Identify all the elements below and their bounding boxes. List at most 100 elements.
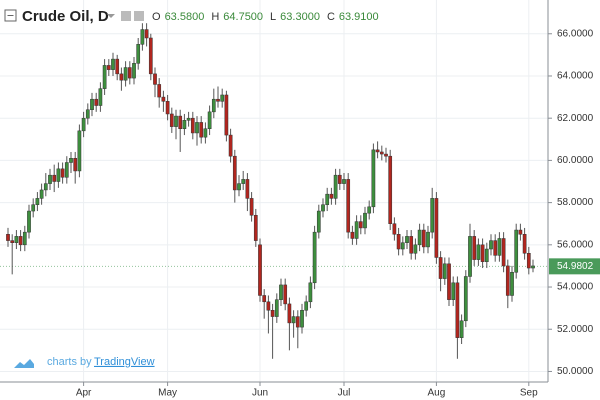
candle-body — [153, 73, 157, 85]
candle-body — [283, 284, 288, 305]
candle-body — [459, 320, 464, 338]
candle-body — [224, 94, 229, 136]
candle-body — [514, 229, 519, 273]
candle-body — [22, 231, 27, 246]
candle-body — [434, 198, 439, 258]
candle-body — [413, 244, 418, 254]
candle-body — [216, 98, 220, 102]
candle-body — [207, 111, 212, 129]
candle-body — [350, 231, 355, 239]
candle-body — [451, 282, 456, 300]
candle-body — [27, 210, 31, 233]
candle-body — [505, 265, 510, 296]
candle-body — [384, 153, 388, 157]
candle-body — [472, 236, 477, 260]
candle-body — [531, 265, 535, 269]
ohlc-value: 63.5800 — [165, 11, 205, 23]
candle-body — [358, 221, 363, 229]
candle-body — [73, 158, 78, 172]
candle-body — [392, 223, 397, 235]
candle-body — [237, 183, 241, 191]
candle-body — [178, 115, 183, 129]
candle-body — [375, 149, 380, 153]
candle-body — [405, 236, 409, 243]
candle-body — [144, 29, 149, 39]
y-tick-label: 62.0000 — [557, 113, 594, 124]
candle-body — [64, 162, 69, 178]
candle-body — [52, 174, 57, 182]
candle-body — [430, 198, 435, 233]
candle-body — [518, 229, 523, 235]
candle-body — [249, 198, 254, 216]
candle-body — [69, 158, 73, 163]
candle-body — [501, 238, 506, 267]
candle-body — [199, 122, 204, 138]
ohlc-label: C — [327, 11, 335, 23]
last-price-box — [549, 258, 600, 275]
candle-body — [279, 284, 283, 300]
candle-body — [90, 98, 94, 110]
candle-body — [35, 198, 40, 205]
candle-body — [157, 84, 162, 98]
candle-body — [438, 257, 443, 279]
candle-body — [81, 117, 86, 132]
watermark-brand[interactable]: TradingView — [94, 356, 155, 368]
candle-body — [60, 168, 65, 178]
candle-body — [136, 44, 141, 64]
candle-body — [85, 109, 90, 119]
y-tick-label: 56.0000 — [557, 239, 594, 250]
candle-body — [329, 193, 334, 199]
candle-body — [106, 65, 111, 70]
y-tick-label: 50.0000 — [557, 366, 594, 377]
candle-body — [300, 309, 304, 328]
candle-body — [476, 244, 481, 260]
close-icon[interactable] — [134, 11, 144, 21]
ohlc-value: 63.9100 — [339, 11, 379, 23]
candle-body — [14, 236, 19, 243]
ohlc-label: L — [270, 11, 276, 23]
candle-body — [220, 94, 225, 102]
y-tick-label: 52.0000 — [557, 324, 594, 335]
candle-body — [337, 174, 342, 184]
candle-body — [161, 96, 166, 102]
candle-body — [468, 236, 472, 277]
dropdown-arrow[interactable] — [107, 14, 115, 18]
candle-body — [123, 67, 128, 81]
candle-body — [489, 240, 493, 250]
x-tick-label: Jul — [338, 388, 351, 399]
candle-body — [140, 29, 145, 45]
candle-body — [119, 73, 124, 81]
candle-body — [346, 179, 351, 233]
ohlc-header: O 63.5800 H 64.7500 L 63.3000 C 63.9100 — [152, 11, 379, 23]
candle-body — [132, 63, 136, 79]
candle-body — [342, 179, 346, 184]
y-tick-label: 60.0000 — [557, 155, 594, 166]
grid — [0, 0, 548, 382]
candle-body — [253, 215, 258, 241]
candle-body — [274, 299, 279, 317]
candle-body — [480, 244, 485, 262]
candle-body — [190, 117, 195, 134]
candle-body — [39, 189, 44, 199]
candle-body — [388, 155, 393, 224]
candle-body — [43, 183, 48, 191]
axes: 50.0000 52.0000 54.0000 56.0000 58.0000 60.00… — [76, 28, 600, 399]
candle-body — [367, 206, 372, 214]
settings-icon[interactable] — [121, 11, 131, 21]
candle-body — [308, 282, 313, 303]
candle-body — [232, 155, 237, 191]
candle-body — [409, 236, 414, 254]
candle-body — [115, 58, 120, 75]
candle-body — [77, 130, 82, 172]
candle-body — [312, 231, 317, 284]
candle-body — [497, 238, 502, 256]
candle-body — [241, 179, 246, 184]
candle-body — [522, 234, 527, 254]
y-tick-label: 64.0000 — [557, 71, 594, 82]
candle-body — [98, 88, 103, 106]
x-tick-label: Sep — [520, 388, 538, 399]
candle-body — [291, 316, 296, 324]
candle-body — [421, 229, 426, 248]
y-tick-label: 54.0000 — [557, 282, 594, 293]
